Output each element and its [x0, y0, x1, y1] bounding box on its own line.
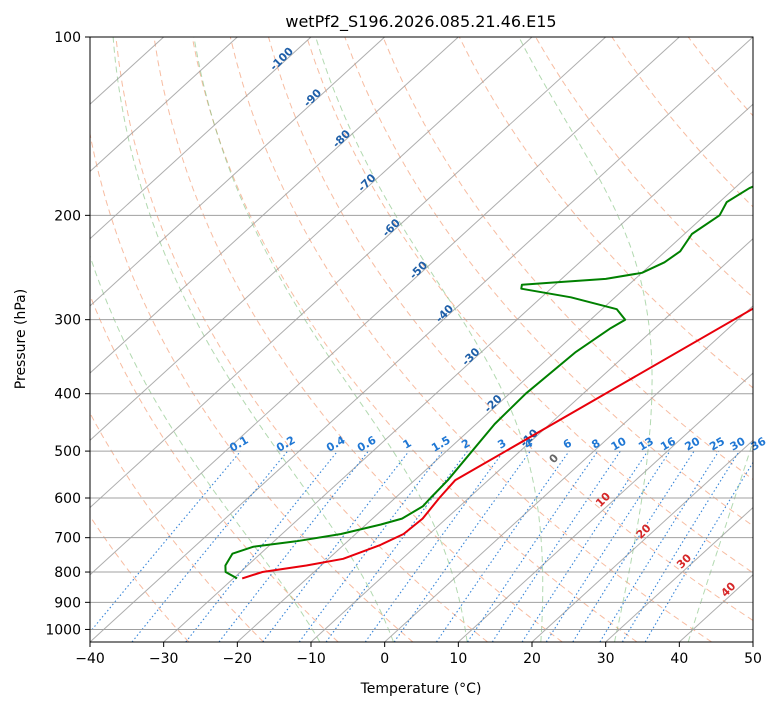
x-tick-label: −40 — [75, 651, 105, 667]
mixing-ratio-line — [545, 450, 671, 642]
isotherm — [90, 37, 680, 576]
isotherm — [90, 37, 459, 374]
x-axis: −40 −30 −20 −10 0 10 20 30 40 50 — [75, 642, 762, 667]
mixing-ratio-line — [131, 450, 289, 642]
mixing-ratio-line — [491, 450, 621, 642]
x-tick-label: −10 — [296, 651, 326, 667]
y-tick-label: 600 — [54, 491, 81, 507]
moist-adiabat-label: 10 — [593, 490, 613, 510]
isotherm-label: -90 — [301, 86, 324, 109]
mixing-ratio-line — [467, 450, 599, 642]
dry-adiabat — [115, 37, 488, 642]
mixing-ratio-line — [435, 450, 570, 642]
x-tick-label: −20 — [223, 651, 253, 667]
y-axis: 100 200 300 400 500 600 700 800 900 1000 — [45, 30, 90, 638]
dry-adiabat — [535, 37, 753, 298]
y-axis-label: Pressure (hPa) — [13, 289, 29, 389]
isotherm — [90, 37, 753, 642]
moist-adiabat — [315, 37, 544, 642]
mixing-ratio-line — [621, 450, 740, 642]
isotherm — [90, 37, 607, 509]
mixing-ratio-line — [393, 450, 531, 642]
mixing-ratio-line — [218, 450, 369, 642]
isotherm — [90, 37, 238, 173]
mixing-ratio-line — [572, 450, 695, 642]
x-tick-label: 0 — [380, 651, 389, 667]
y-tick-label: 700 — [54, 531, 81, 547]
isotherm — [90, 37, 312, 240]
mixing-ratio-label: 1 — [401, 437, 414, 452]
y-tick-label: 200 — [54, 208, 81, 224]
moist-adiabat — [112, 37, 394, 642]
isotherm — [90, 37, 386, 307]
y-tick-label: 800 — [54, 565, 81, 581]
dry-adiabat — [306, 37, 753, 574]
mixing-ratio-label: 2 — [459, 437, 472, 452]
isotherm — [605, 506, 753, 642]
mixing-ratio-line — [364, 450, 505, 642]
isotherm-label: -40 — [433, 302, 456, 325]
y-tick-label: 100 — [54, 30, 81, 46]
plot-frame — [89, 36, 754, 643]
x-tick-label: 40 — [670, 651, 688, 667]
dry-adiabat — [153, 37, 563, 642]
isotherm — [531, 439, 753, 642]
mixing-ratio-line — [90, 450, 242, 633]
isotherm-label: -20 — [482, 392, 505, 415]
dewpoint-line — [224, 185, 753, 580]
dry-adiabat — [229, 37, 712, 642]
dry-adiabat — [90, 412, 264, 642]
dry-adiabat — [90, 515, 190, 642]
isotherm — [90, 37, 533, 442]
isotherm — [384, 305, 753, 642]
x-tick-label: −30 — [149, 651, 179, 667]
isotherm-label: -80 — [330, 127, 353, 150]
temperature-line — [241, 307, 753, 580]
x-tick-label: 20 — [523, 651, 541, 667]
mixing-ratio-line — [521, 450, 649, 642]
dry-adiabat — [611, 37, 753, 208]
pressure-gridlines — [90, 37, 753, 630]
x-tick-label: 50 — [744, 651, 762, 667]
moist-adiabat-label: 20 — [634, 521, 654, 541]
dry-adiabat — [344, 37, 753, 527]
mixing-ratio-line — [185, 450, 339, 642]
isotherm — [236, 170, 753, 642]
y-tick-label: 500 — [54, 444, 81, 460]
y-tick-label: 1000 — [45, 622, 81, 638]
x-axis-label: Temperature (°C) — [360, 681, 482, 697]
background-lines — [90, 37, 775, 642]
y-tick-label: 400 — [54, 387, 81, 403]
isotherm-label: -50 — [407, 258, 430, 281]
moist-adiabat — [193, 37, 468, 642]
moist-adiabat — [90, 254, 321, 642]
isotherm — [752, 641, 753, 642]
dry-adiabat — [268, 37, 753, 622]
mixing-ratio-line — [262, 450, 410, 642]
moist-adiabat-label: 0 — [547, 451, 562, 466]
in-plot-labels: -100-90-80-70-60-50-40-30-20-100.1 0.2 0.4… — [227, 44, 768, 599]
isotherm-label: -60 — [380, 216, 403, 239]
y-tick-label: 900 — [54, 595, 81, 611]
mixing-ratio-line — [298, 450, 444, 642]
x-tick-label: 30 — [597, 651, 615, 667]
isotherm — [163, 103, 753, 642]
moist-adiabat — [518, 37, 653, 642]
isotherm — [310, 237, 753, 642]
y-tick-label: 300 — [54, 313, 81, 329]
chart-title: wetPf2_S196.2026.085.21.46.E15 — [285, 12, 556, 32]
x-tick-label: 10 — [449, 651, 467, 667]
mixing-ratio-line — [599, 450, 720, 642]
mixing-ratio-label: 8 — [589, 437, 602, 452]
isotherm — [457, 372, 753, 642]
dry-adiabat — [382, 37, 753, 481]
mixing-ratio-line — [325, 450, 468, 642]
mixing-ratio-label: 6 — [561, 436, 574, 451]
profile-series — [224, 185, 753, 580]
mixing-ratio-label: 3 — [495, 437, 508, 452]
moist-adiabat-label: 40 — [718, 579, 738, 599]
dry-adiabat — [765, 37, 775, 642]
dry-adiabat — [90, 131, 414, 642]
